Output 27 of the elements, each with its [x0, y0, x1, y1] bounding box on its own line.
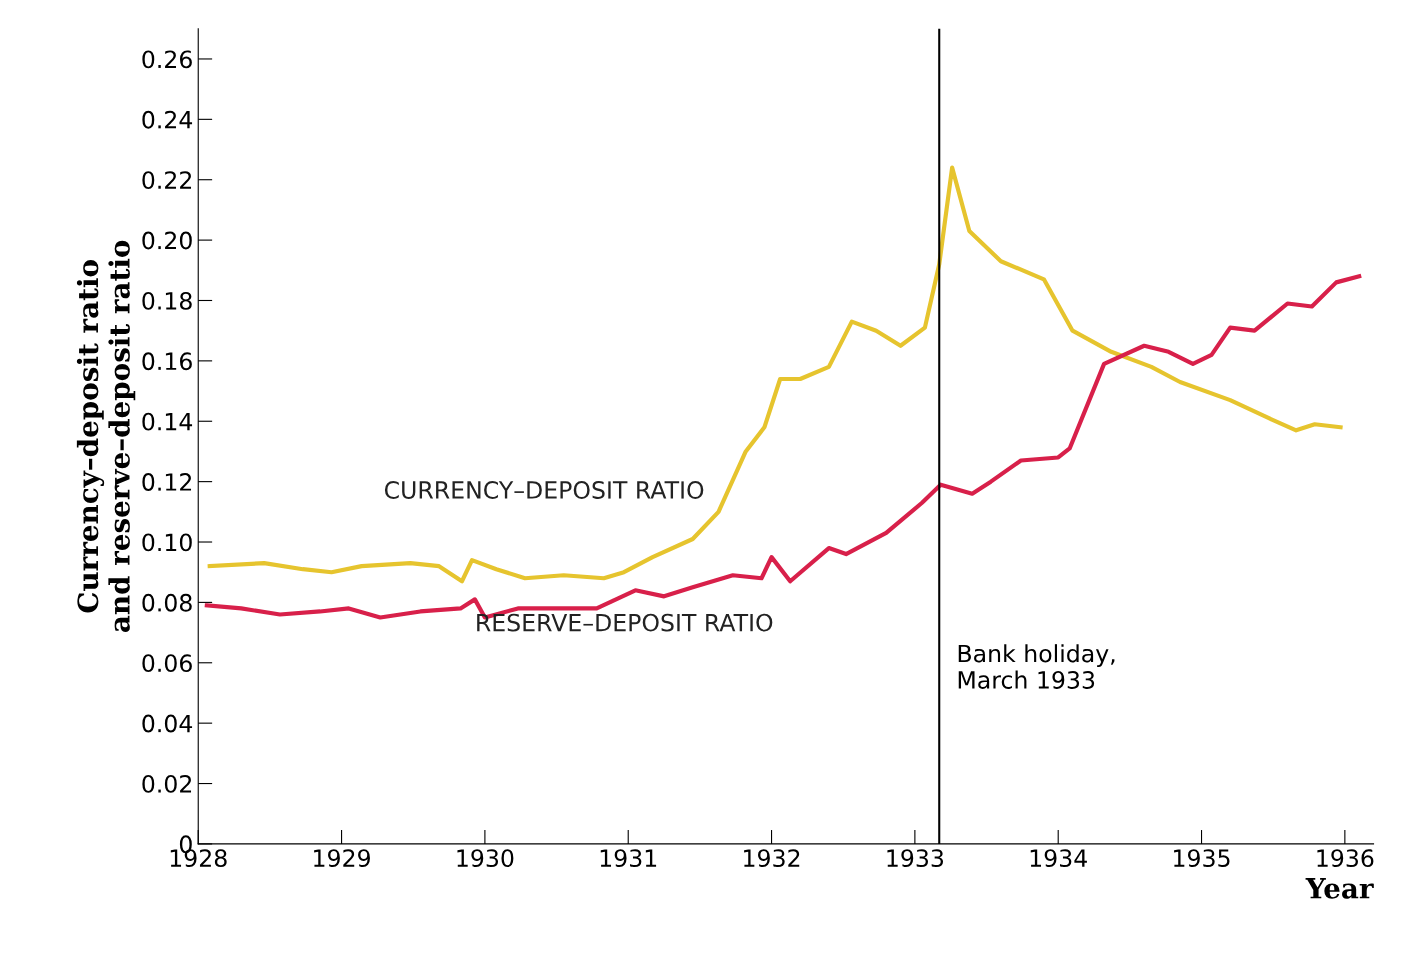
x-tick-label: 1933 — [887, 849, 944, 868]
x-tick-label: 1935 — [1174, 849, 1230, 868]
x-tick-label: 1932 — [744, 849, 800, 868]
y-tick-label: 0.24 — [142, 110, 193, 129]
series-label: CURRENCY–DEPOSIT RATIO — [384, 481, 704, 499]
y-tick-label: 0.06 — [142, 654, 192, 673]
y-tick-label: 0.08 — [142, 593, 192, 612]
y-tick-label: 0.26 — [142, 50, 192, 69]
x-axis-title: Year — [1305, 878, 1374, 899]
y-tick-label: 0.14 — [142, 412, 193, 431]
y-tick-label: 0.18 — [142, 291, 192, 310]
y-tick-label: 0.12 — [142, 473, 192, 491]
line-series — [207, 165, 1343, 584]
x-tick-label: 1929 — [314, 849, 370, 868]
x-tick-label: 1931 — [600, 849, 657, 868]
x-tick-label: 1930 — [457, 849, 514, 868]
y-tick-label: 0.10 — [142, 533, 192, 552]
x-tick-label: 1934 — [1030, 849, 1087, 868]
y-axis-title: Currency–deposit ratio and reserve–deposit ratio — [76, 240, 136, 632]
x-tick-label: 1936 — [1317, 849, 1374, 868]
ref-line-label: Bank holiday, March 1933 — [958, 644, 1115, 689]
series-label: RESERVE–DEPOSIT RATIO — [477, 613, 773, 632]
y-tick-label: 0.22 — [142, 171, 192, 190]
y-tick-label: 0.02 — [142, 774, 192, 793]
y-tick-label: 0.20 — [142, 231, 192, 250]
y-tick-label: 0.16 — [142, 352, 192, 371]
y-tick-label: 0.04 — [142, 714, 193, 733]
